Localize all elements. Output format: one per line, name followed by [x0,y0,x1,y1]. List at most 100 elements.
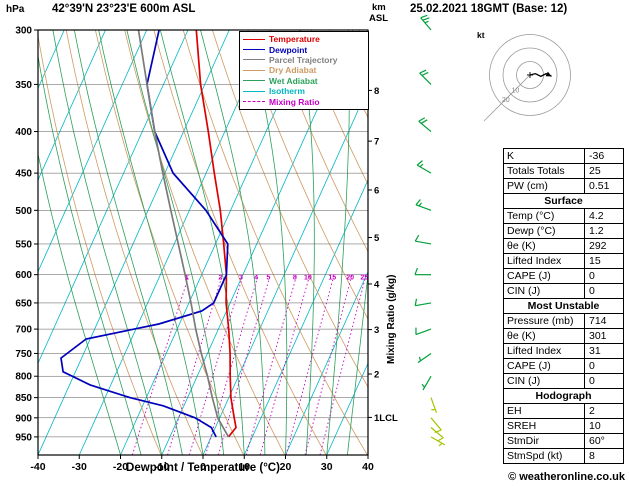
hodograph-ring [502,47,558,103]
wind-barb [414,234,432,245]
index-value: 0 [584,359,623,373]
skewt-chart: 1 2 3 4 5 8 10 15 20 2530035040045050055060065070… [15,26,400,474]
mixing-ratio-value-label: 8 [293,275,297,282]
mixing-ratio-line [131,274,190,455]
dewpoint-curve [60,30,229,438]
mixing-ratio-line [188,274,244,455]
temp-tick-label: -10 [154,461,169,473]
indices-section: Most Unstable Pressure (mb) 714 θe (K) 301 Li… [503,298,624,389]
legend-label: Temperature [269,34,320,45]
legend-label: Mixing Ratio [269,96,320,107]
pressure-tick-label: 550 [15,239,32,250]
legend-item: Isotherm [243,86,365,96]
temp-tick-label: 0 [200,461,206,473]
index-label: CAPE (J) [507,270,551,282]
wet-adiabat-line [74,30,183,455]
index-label: CAPE (J) [507,360,551,372]
wind-barb [415,199,432,211]
index-label: StmDir [507,435,540,447]
pressure-tick-label: 750 [15,349,32,360]
index-value: 0.51 [584,179,623,193]
index-value: 301 [584,329,623,343]
isotherm-line [367,454,368,455]
mixing-ratio-value-label: 15 [328,275,336,282]
legend-item: Temperature [243,34,365,44]
run-date-title: 25.02.2021 18GMT (Base: 12) [410,3,568,15]
mixing-ratio-value-label: 20 [346,275,354,282]
table-row: PW (cm) 0.51 [504,178,623,193]
dry-adiabat-line [270,30,368,253]
dry-adiabat-line [299,30,368,186]
mixing-ratio-value-label: 5 [266,275,270,282]
pressure-tick-label: 300 [15,26,32,37]
km-tick-label: 3 [374,325,379,336]
pressure-tick-label: 350 [15,80,32,91]
isotherm-line [243,179,368,455]
mixing-ratio-value-label: 4 [254,275,258,282]
table-row: Dewp (°C) 1.2 [504,223,623,238]
table-row: K -36 [504,149,623,163]
section-title: Surface [504,194,623,209]
table-row: EH 2 [504,404,623,418]
table-row: CAPE (J) 0 [504,358,623,373]
legend-label: Dewpoint [269,44,308,55]
index-value: 2 [584,404,623,418]
hodograph-arrowhead [545,71,552,77]
indices-section: Surface Temp (°C) 4.2 Dewp (°C) 1.2 θe (K) 292… [503,193,624,299]
legend-label: Wet Adiabat [269,75,318,86]
wind-barb [418,117,432,133]
chart-legend: Temperature Dewpoint Parcel Trajectory Dry … [239,31,369,110]
index-label: θe (K) [507,240,536,252]
hodograph-unit-label: kt [477,30,485,40]
index-label: CIN (J) [507,375,541,387]
wind-barb [421,375,432,391]
temp-tick-label: -20 [113,461,128,473]
index-value: 0 [584,269,623,283]
hodograph-ring-label: 10 [511,88,519,95]
index-label: θe (K) [507,330,536,342]
legend-item: Mixing Ratio [243,96,365,107]
index-value: 10 [584,419,623,433]
legend-label: Parcel Trajectory [269,54,338,65]
section-title: Most Unstable [504,299,623,314]
mixing-ratio-axis-label: Mixing Ratio (g/kg) [386,274,397,364]
wind-barb [414,298,432,307]
height-axis-unit-km: km [372,2,386,13]
mixing-ratio-value-label: 1 [185,275,189,282]
km-tick-label: 6 [374,185,379,196]
table-row: CIN (J) 0 [504,283,623,298]
indices-section: Hodograph EH 2 SREH 10 StmDir 60° StmSpd (kt) 8 [503,388,624,464]
table-row: Temp (°C) 4.2 [504,209,623,223]
legend-label: Dry Adiabat [269,65,317,76]
mixing-ratio-value-label: 25 [360,275,368,282]
temp-tick-label: -40 [30,461,45,473]
km-tick-label: 4 [374,279,380,290]
temperature-curve [195,30,237,438]
wind-barb [420,14,432,31]
legend-label: Isotherm [269,86,305,97]
height-axis-unit-asl: ASL [369,13,388,24]
km-tick-label: 1LCL [374,413,398,424]
legend-item: Wet Adiabat [243,76,365,86]
pressure-tick-label: 950 [15,432,32,443]
table-row: θe (K) 292 [504,238,623,253]
index-value: 714 [584,314,623,328]
pressure-tick-label: 500 [15,206,32,217]
dry-adiabat-line [65,30,203,455]
isotherm-line [38,30,65,90]
pressure-tick-label: 700 [15,325,32,336]
temp-tick-label: -30 [72,461,87,473]
wind-barb-column [414,14,446,447]
station-title: 42°39'N 23°23'E 600m ASL [52,3,196,15]
mixing-ratio-value-label: 10 [304,275,312,282]
index-value: 0 [584,374,623,388]
index-label: Lifted Index [507,255,562,267]
wind-barb [430,436,446,447]
legend-item: Parcel Trajectory [243,55,365,65]
legend-line-sample [243,80,265,82]
km-tick-label: 8 [374,86,379,97]
legend-line-sample [243,69,265,71]
legend-line-sample [243,90,265,92]
dry-adiabat-line [388,30,400,455]
